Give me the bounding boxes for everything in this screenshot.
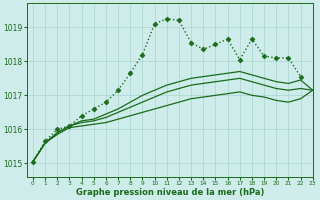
X-axis label: Graphe pression niveau de la mer (hPa): Graphe pression niveau de la mer (hPa) (76, 188, 264, 197)
